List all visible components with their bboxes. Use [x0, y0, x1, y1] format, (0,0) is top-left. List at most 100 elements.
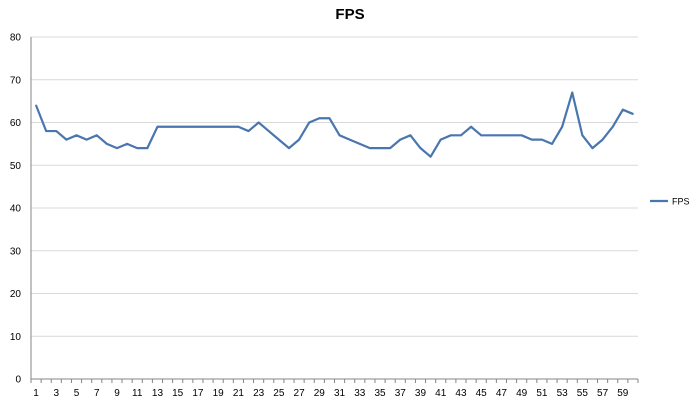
data-point	[449, 134, 452, 137]
data-point	[116, 147, 118, 150]
data-point	[166, 125, 169, 128]
data-point	[247, 130, 250, 132]
data-point	[358, 142, 361, 145]
data-point	[500, 134, 503, 137]
data-point	[621, 108, 624, 111]
x-tick-label: 53	[557, 388, 569, 399]
data-point	[85, 138, 88, 141]
x-tick-label: 9	[114, 388, 120, 399]
data-point	[490, 134, 493, 137]
x-tick-label: 45	[476, 388, 488, 399]
x-tick-label: 29	[314, 388, 326, 399]
data-point	[470, 125, 472, 128]
x-tick-label: 41	[435, 388, 447, 399]
data-point	[379, 147, 381, 150]
data-point	[520, 134, 523, 137]
data-point	[186, 125, 189, 128]
data-point	[227, 125, 230, 128]
x-tick-label: 1	[33, 388, 39, 399]
data-point	[288, 147, 290, 150]
y-tick-label: 40	[10, 204, 22, 215]
data-point	[611, 125, 614, 128]
data-point	[55, 130, 58, 132]
legend-label: FPS	[672, 197, 690, 207]
y-tick-label: 30	[10, 246, 22, 257]
y-tick-label: 60	[10, 118, 22, 129]
x-tick-label: 55	[577, 388, 589, 399]
data-point	[551, 142, 553, 145]
x-tick-label: 13	[152, 388, 164, 399]
data-point	[399, 138, 402, 141]
data-point	[581, 134, 584, 137]
x-tick-label: 49	[516, 388, 528, 399]
x-tick-label: 11	[132, 388, 143, 399]
x-tick-label: 57	[597, 388, 609, 399]
data-point	[126, 142, 129, 145]
series-line-fps	[35, 91, 634, 158]
x-tick-label: 43	[455, 388, 467, 399]
data-point	[389, 147, 392, 150]
y-tick-label: 20	[10, 289, 22, 300]
data-point	[328, 117, 331, 120]
x-tick-label: 59	[617, 388, 629, 399]
data-point	[35, 104, 37, 107]
data-point	[146, 147, 149, 150]
data-point	[267, 130, 270, 132]
data-point	[338, 134, 341, 137]
data-point	[369, 147, 371, 150]
data-point	[176, 125, 179, 128]
data-point	[95, 134, 98, 137]
data-point	[207, 125, 209, 128]
data-point	[318, 117, 321, 120]
data-point	[348, 138, 351, 141]
x-tick-label: 33	[354, 388, 366, 399]
data-point	[65, 138, 68, 141]
x-tick-label: 39	[415, 388, 427, 399]
data-point	[439, 138, 442, 141]
data-point	[217, 125, 220, 128]
data-point	[308, 121, 311, 124]
y-tick-label: 10	[10, 332, 22, 343]
x-tick-label: 25	[273, 388, 285, 399]
x-tick-label: 3	[54, 388, 60, 399]
y-tick-label: 80	[10, 33, 22, 44]
data-point	[277, 138, 280, 141]
data-point	[601, 138, 604, 141]
data-point	[591, 147, 594, 150]
y-tick-label: 0	[15, 375, 21, 386]
data-point	[460, 134, 462, 137]
data-point	[530, 138, 533, 141]
data-point	[156, 125, 159, 128]
data-point	[571, 91, 574, 94]
data-point	[429, 155, 432, 158]
x-tick-label: 15	[172, 388, 184, 399]
data-point	[197, 125, 199, 128]
data-point	[561, 125, 564, 128]
x-tick-label: 51	[536, 388, 548, 399]
data-point	[105, 142, 108, 145]
y-tick-label: 50	[10, 161, 22, 172]
x-tick-label: 35	[374, 388, 386, 399]
data-point	[136, 147, 139, 150]
x-tick-label: 37	[395, 388, 407, 399]
x-tick-label: 7	[94, 388, 100, 399]
x-tick-label: 47	[496, 388, 508, 399]
data-point	[237, 125, 240, 128]
x-tick-label: 23	[253, 388, 265, 399]
chart-title: FPS	[335, 6, 365, 23]
data-point	[632, 113, 634, 115]
x-tick-label: 27	[294, 388, 306, 399]
data-point	[75, 134, 78, 137]
data-point	[409, 134, 412, 137]
data-point	[540, 138, 543, 141]
x-tick-label: 31	[334, 388, 346, 399]
x-tick-label: 19	[213, 388, 225, 399]
data-point	[45, 130, 48, 132]
data-point	[257, 121, 260, 124]
data-point	[510, 134, 513, 137]
data-point	[419, 147, 422, 150]
x-tick-label: 5	[74, 388, 80, 399]
x-tick-label: 17	[192, 388, 204, 399]
